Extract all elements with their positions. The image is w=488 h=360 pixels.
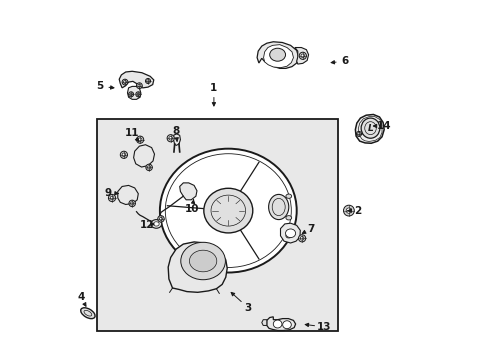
Ellipse shape [216,210,246,230]
Text: 12: 12 [139,220,154,230]
Polygon shape [127,86,141,99]
Ellipse shape [147,166,150,169]
Polygon shape [133,145,154,167]
Ellipse shape [181,242,225,280]
Ellipse shape [282,321,291,329]
Ellipse shape [145,78,150,84]
Ellipse shape [122,153,125,157]
Ellipse shape [130,93,132,95]
Polygon shape [257,42,298,68]
Polygon shape [263,45,293,68]
Text: 6: 6 [341,56,348,66]
Ellipse shape [146,80,149,82]
Ellipse shape [285,194,291,198]
Ellipse shape [159,217,163,220]
Ellipse shape [167,135,174,142]
Ellipse shape [346,208,351,213]
Ellipse shape [136,136,143,143]
Ellipse shape [269,48,285,61]
Ellipse shape [273,320,282,328]
Ellipse shape [203,188,252,233]
Polygon shape [294,48,308,64]
Text: 11: 11 [124,128,139,138]
Ellipse shape [138,84,141,87]
Ellipse shape [151,220,162,228]
Ellipse shape [145,164,152,171]
Polygon shape [266,317,295,330]
Ellipse shape [81,308,95,319]
Polygon shape [280,223,300,243]
Text: 13: 13 [316,322,330,332]
Ellipse shape [123,81,126,84]
Ellipse shape [268,194,288,220]
Polygon shape [118,185,138,204]
Ellipse shape [108,194,115,202]
Ellipse shape [120,151,127,158]
Ellipse shape [299,52,306,59]
Ellipse shape [128,92,133,97]
Ellipse shape [285,216,291,220]
Text: 3: 3 [244,303,251,313]
Text: 4: 4 [77,292,84,302]
Bar [97,119,337,331]
Polygon shape [355,114,384,143]
Ellipse shape [300,237,303,240]
Ellipse shape [136,83,142,89]
Ellipse shape [158,216,164,222]
Polygon shape [168,242,227,292]
Text: 14: 14 [376,121,391,131]
Ellipse shape [361,118,379,138]
Ellipse shape [153,222,159,226]
Ellipse shape [110,196,114,200]
Text: 10: 10 [184,204,199,214]
Polygon shape [119,71,153,88]
Ellipse shape [122,79,127,85]
Ellipse shape [129,200,135,207]
Text: 9: 9 [104,188,112,198]
Ellipse shape [189,250,216,272]
Text: 5: 5 [96,81,103,91]
Text: 7: 7 [307,224,314,234]
Ellipse shape [356,131,361,136]
Ellipse shape [168,136,172,140]
Ellipse shape [343,205,354,216]
Ellipse shape [298,235,305,242]
Ellipse shape [130,202,134,205]
Text: L: L [367,123,373,132]
Polygon shape [261,320,266,325]
Text: 2: 2 [353,206,361,216]
Ellipse shape [285,234,291,238]
Ellipse shape [137,93,139,95]
Polygon shape [179,183,197,200]
Ellipse shape [160,149,296,273]
Ellipse shape [138,138,142,141]
Ellipse shape [136,92,141,97]
Ellipse shape [357,132,360,135]
Polygon shape [173,134,180,145]
Ellipse shape [285,229,295,238]
Ellipse shape [301,54,304,58]
Ellipse shape [210,205,253,234]
Text: 8: 8 [172,126,180,136]
Text: 1: 1 [210,83,217,93]
